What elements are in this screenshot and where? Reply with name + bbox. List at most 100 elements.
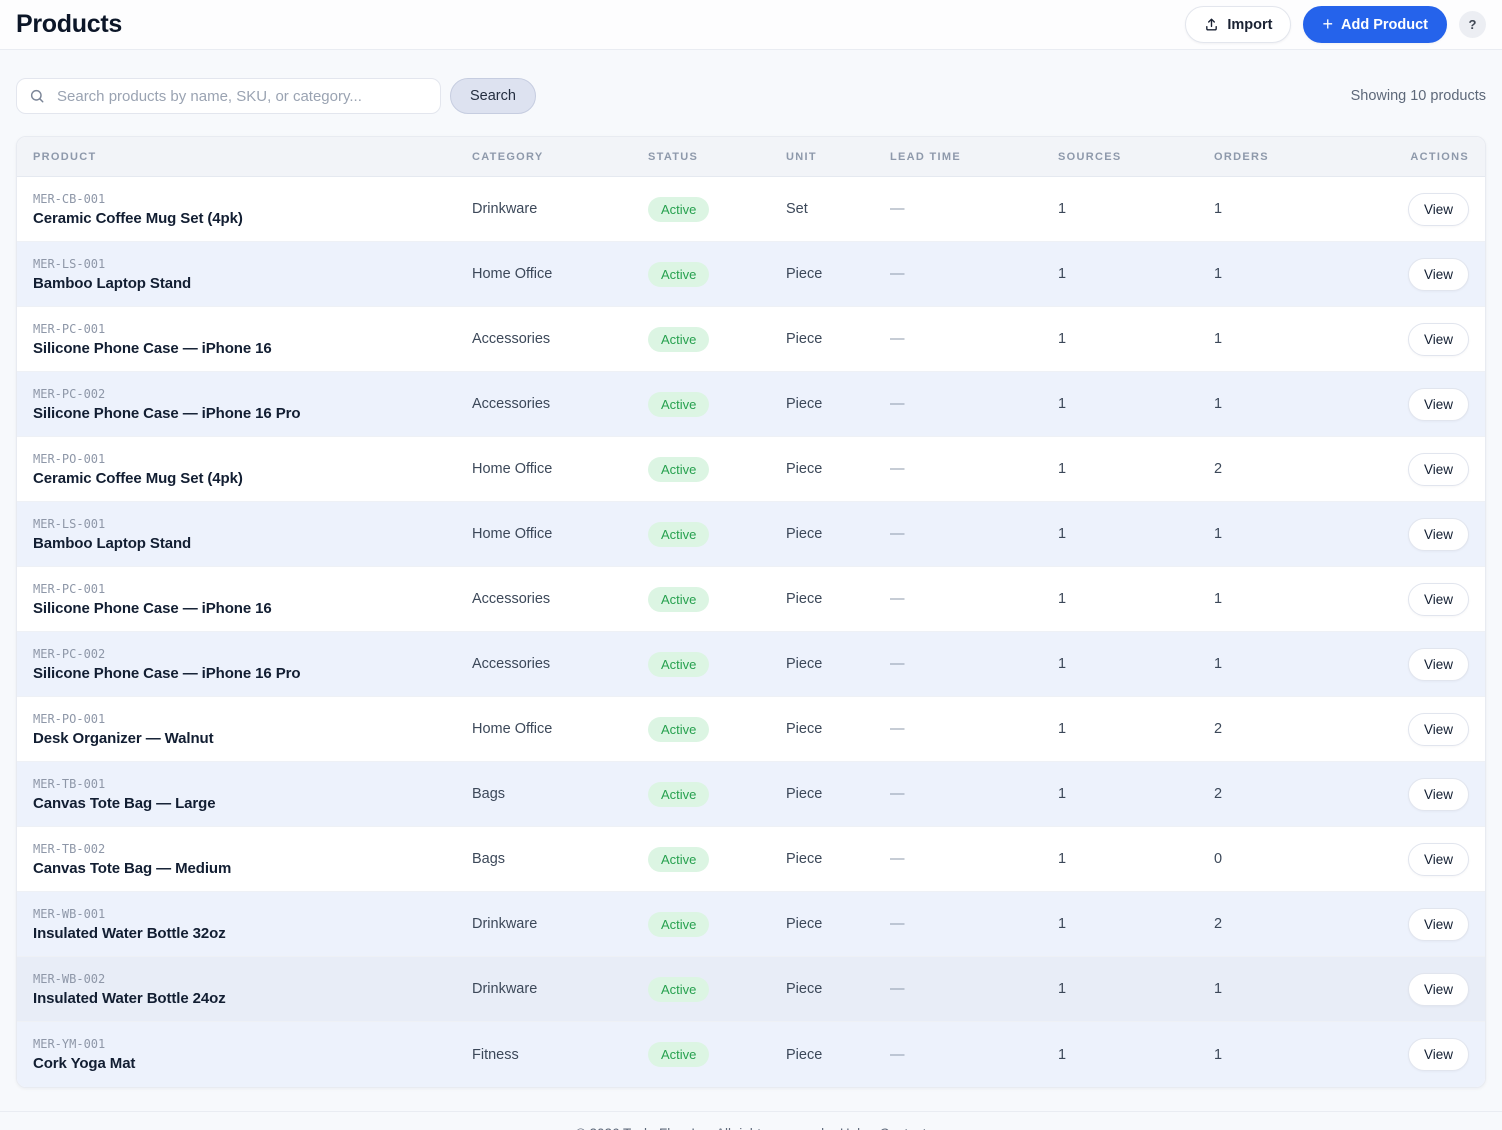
product-name: Desk Organizer — Walnut xyxy=(33,729,214,747)
status-cell: Active xyxy=(648,456,786,482)
main-content: Search Showing 10 products PRODUCT CATEG… xyxy=(0,50,1502,1088)
search-input[interactable] xyxy=(16,78,441,114)
product-sku: MER-PC-002 xyxy=(33,386,106,401)
add-product-button-label: Add Product xyxy=(1341,16,1428,33)
actions-cell: View xyxy=(1407,712,1469,746)
footer-separator: · xyxy=(871,1126,876,1130)
category-cell: Bags xyxy=(472,786,506,802)
results-count: Showing 10 products xyxy=(1350,88,1486,104)
category-cell: Home Office xyxy=(472,721,553,737)
page-title: Products xyxy=(16,10,122,38)
topbar: Products Import + Add Product ? xyxy=(0,0,1502,50)
product-name: Ceramic Coffee Mug Set (4pk) xyxy=(33,469,243,487)
unit-cell: Piece xyxy=(786,1046,823,1063)
status-cell: Active xyxy=(648,976,786,1002)
status-badge: Active xyxy=(648,521,710,547)
view-button[interactable]: View xyxy=(1407,712,1469,746)
table-row: MER-PO-001 Ceramic Coffee Mug Set (4pk) … xyxy=(17,437,1485,502)
lead-time-cell: — xyxy=(890,526,905,542)
product-cell: MER-PC-001 Silicone Phone Case — iPhone … xyxy=(33,322,472,357)
product-name: Canvas Tote Bag — Large xyxy=(33,794,216,812)
status-cell: Active xyxy=(648,911,786,937)
orders-cell: 2 xyxy=(1214,786,1223,802)
view-button[interactable]: View xyxy=(1407,387,1469,421)
view-button[interactable]: View xyxy=(1407,842,1469,876)
view-button[interactable]: View xyxy=(1407,647,1469,681)
sources-cell: 1 xyxy=(1058,331,1067,347)
actions-cell: View xyxy=(1407,257,1469,291)
actions-cell: View xyxy=(1407,647,1469,681)
product-cell: MER-PC-001 Silicone Phone Case — iPhone … xyxy=(33,582,472,617)
table-row: MER-PC-001 Silicone Phone Case — iPhone … xyxy=(17,567,1485,632)
sources-cell: 1 xyxy=(1058,266,1067,282)
product-cell: MER-TB-001 Canvas Tote Bag — Large xyxy=(33,777,472,812)
product-cell: MER-WB-001 Insulated Water Bottle 32oz xyxy=(33,907,472,942)
product-name: Bamboo Laptop Stand xyxy=(33,534,192,552)
view-button[interactable]: View xyxy=(1407,257,1469,291)
product-sku: MER-PC-002 xyxy=(33,646,106,661)
actions-cell: View xyxy=(1407,777,1469,811)
view-button[interactable]: View xyxy=(1407,777,1469,811)
table-row: MER-TB-002 Canvas Tote Bag — Medium Bags… xyxy=(17,827,1485,892)
product-sku: MER-TB-001 xyxy=(33,776,106,791)
view-button[interactable]: View xyxy=(1407,192,1469,226)
product-cell: MER-WB-002 Insulated Water Bottle 24oz xyxy=(33,972,472,1007)
sources-cell: 1 xyxy=(1058,461,1067,477)
table-row: MER-CB-001 Ceramic Coffee Mug Set (4pk) … xyxy=(17,177,1485,242)
orders-cell: 2 xyxy=(1214,721,1223,737)
lead-time-cell: — xyxy=(890,656,905,672)
view-button[interactable]: View xyxy=(1407,1038,1469,1071)
category-cell: Accessories xyxy=(472,331,551,347)
product-sku: MER-TB-002 xyxy=(33,841,106,856)
product-sku: MER-PO-001 xyxy=(33,451,106,466)
view-button[interactable]: View xyxy=(1407,907,1469,941)
orders-cell: 2 xyxy=(1214,461,1223,477)
actions-cell: View xyxy=(1407,192,1469,226)
lead-time-cell: — xyxy=(890,461,905,477)
unit-cell: Piece xyxy=(786,721,823,737)
actions-cell: View xyxy=(1407,972,1469,1006)
unit-cell: Piece xyxy=(786,526,823,542)
status-badge: Active xyxy=(648,196,710,222)
copyright-text: © 2026 Tackr Flow Inc. All rights reserv… xyxy=(576,1126,828,1130)
status-badge: Active xyxy=(648,586,710,612)
product-sku: MER-LS-001 xyxy=(33,516,106,531)
lead-time-cell: — xyxy=(890,981,905,997)
sources-cell: 1 xyxy=(1058,396,1067,412)
status-badge: Active xyxy=(648,1042,710,1067)
sources-cell: 1 xyxy=(1058,981,1067,997)
help-icon: ? xyxy=(1468,17,1477,32)
orders-cell: 1 xyxy=(1214,656,1223,672)
product-cell: MER-CB-001 Ceramic Coffee Mug Set (4pk) xyxy=(33,192,472,227)
orders-cell: 1 xyxy=(1214,591,1223,607)
category-cell: Accessories xyxy=(472,396,551,412)
view-button[interactable]: View xyxy=(1407,517,1469,551)
table-row: MER-LS-001 Bamboo Laptop Stand Home Offi… xyxy=(17,502,1485,567)
column-header-unit: UNIT xyxy=(786,150,817,163)
lead-time-cell: — xyxy=(890,1046,905,1063)
category-cell: Home Office xyxy=(472,266,553,282)
product-cell: MER-LS-001 Bamboo Laptop Stand xyxy=(33,517,472,552)
view-button[interactable]: View xyxy=(1407,322,1469,356)
add-product-button[interactable]: + Add Product xyxy=(1303,6,1447,43)
help-button[interactable]: ? xyxy=(1459,11,1486,38)
import-button[interactable]: Import xyxy=(1185,6,1292,43)
product-cell: MER-PO-001 Desk Organizer — Walnut xyxy=(33,712,472,747)
view-button[interactable]: View xyxy=(1407,972,1469,1006)
status-cell: Active xyxy=(648,586,786,612)
view-button[interactable]: View xyxy=(1407,582,1469,616)
actions-cell: View xyxy=(1407,1038,1469,1071)
status-cell: Active xyxy=(648,781,786,807)
orders-cell: 2 xyxy=(1214,916,1223,932)
sources-cell: 1 xyxy=(1058,916,1067,932)
search-button[interactable]: Search xyxy=(450,78,536,114)
orders-cell: 1 xyxy=(1214,396,1223,412)
product-name: Insulated Water Bottle 32oz xyxy=(33,924,226,942)
contact-link[interactable]: Contact xyxy=(880,1126,927,1130)
product-sku: MER-WB-002 xyxy=(33,971,106,986)
view-button[interactable]: View xyxy=(1407,452,1469,486)
help-link[interactable]: Help xyxy=(840,1126,868,1130)
status-cell: Active xyxy=(648,651,786,677)
actions-cell: View xyxy=(1407,387,1469,421)
orders-cell: 0 xyxy=(1214,851,1223,867)
